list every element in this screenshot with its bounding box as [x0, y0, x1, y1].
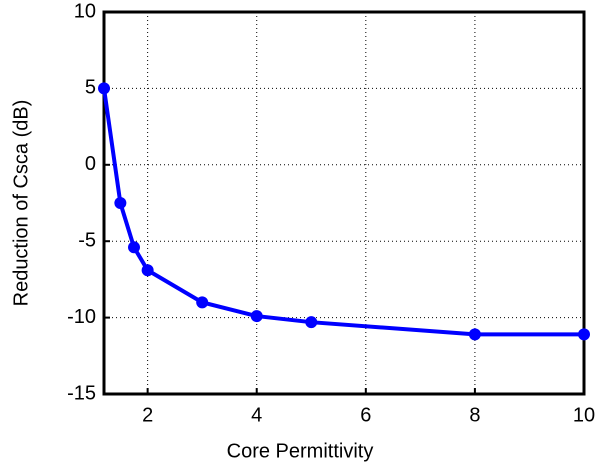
- data-point: [305, 316, 318, 329]
- x-tick-label: 2: [142, 404, 153, 426]
- y-tick-label: 0: [85, 153, 96, 175]
- data-point: [196, 296, 209, 309]
- data-line: [102, 88, 584, 337]
- y-tick-label: 10: [74, 0, 96, 22]
- data-point: [468, 328, 481, 341]
- y-tick-label: -15: [67, 382, 96, 404]
- y-tick-label: 5: [85, 77, 96, 99]
- x-tick-label: 4: [251, 404, 262, 426]
- x-tick-label: 6: [360, 404, 371, 426]
- data-point: [98, 82, 110, 95]
- x-tick-label: 10: [573, 404, 595, 426]
- data-point: [578, 328, 590, 341]
- x-axis-label: Core Permittivity: [227, 440, 374, 462]
- y-tick-label: -10: [67, 306, 96, 328]
- data-point: [114, 197, 127, 209]
- data-point: [128, 241, 140, 254]
- data-point: [250, 310, 263, 323]
- data-point: [141, 264, 154, 277]
- plot-frame: [102, 10, 586, 396]
- x-tick-label: 8: [469, 404, 480, 426]
- y-axis-label: Reduction of Csca (dB): [10, 100, 32, 307]
- y-tick-label: -5: [78, 229, 96, 251]
